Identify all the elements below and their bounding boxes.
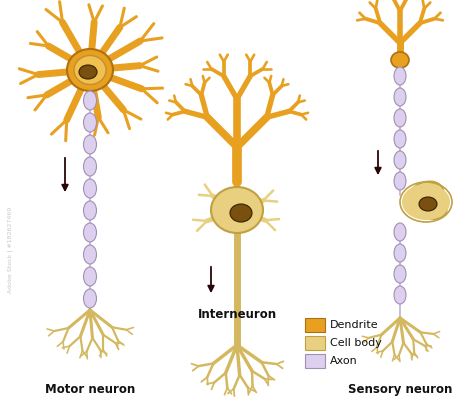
Text: Sensory neuron: Sensory neuron — [348, 383, 452, 396]
Ellipse shape — [83, 223, 97, 242]
Ellipse shape — [83, 267, 97, 286]
Ellipse shape — [83, 157, 97, 176]
Ellipse shape — [83, 91, 97, 110]
Ellipse shape — [394, 109, 406, 127]
Ellipse shape — [417, 197, 447, 219]
Ellipse shape — [394, 223, 406, 241]
Ellipse shape — [394, 172, 406, 190]
Ellipse shape — [391, 52, 409, 68]
FancyBboxPatch shape — [305, 336, 325, 350]
Ellipse shape — [402, 184, 450, 220]
Ellipse shape — [83, 135, 97, 154]
Ellipse shape — [211, 187, 263, 233]
Ellipse shape — [83, 201, 97, 220]
Ellipse shape — [230, 204, 252, 222]
Ellipse shape — [79, 65, 97, 79]
Ellipse shape — [394, 151, 406, 169]
FancyBboxPatch shape — [305, 354, 325, 368]
Ellipse shape — [419, 197, 437, 211]
Ellipse shape — [394, 88, 406, 106]
Ellipse shape — [83, 179, 97, 198]
Ellipse shape — [83, 245, 97, 264]
Text: Dendrite: Dendrite — [330, 320, 379, 330]
Ellipse shape — [83, 113, 97, 132]
Text: Adobe Stock | #182627469: Adobe Stock | #182627469 — [7, 207, 13, 293]
Text: Axon: Axon — [330, 356, 358, 366]
Text: Motor neuron: Motor neuron — [45, 383, 135, 396]
Ellipse shape — [394, 244, 406, 262]
Ellipse shape — [407, 187, 429, 217]
Text: Interneuron: Interneuron — [198, 308, 276, 321]
Ellipse shape — [67, 49, 113, 91]
Ellipse shape — [394, 130, 406, 148]
Ellipse shape — [394, 67, 406, 85]
Ellipse shape — [74, 55, 106, 85]
FancyBboxPatch shape — [305, 318, 325, 332]
Ellipse shape — [409, 181, 444, 209]
Ellipse shape — [394, 265, 406, 283]
Text: Cell body: Cell body — [330, 338, 382, 348]
Ellipse shape — [83, 289, 97, 308]
Ellipse shape — [394, 286, 406, 304]
